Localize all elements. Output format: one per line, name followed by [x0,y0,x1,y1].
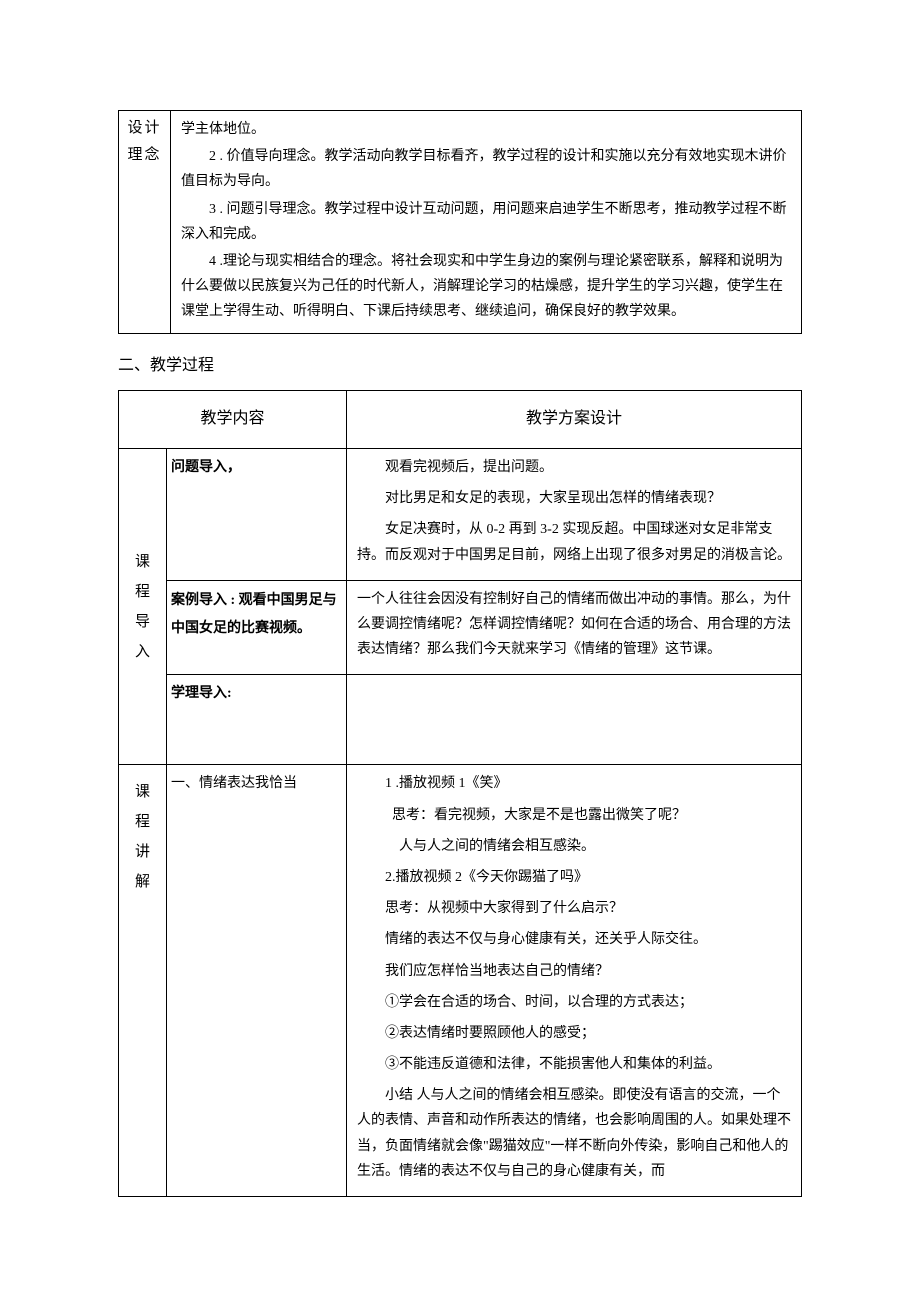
design-concept-label: 设计理念 [127,120,161,163]
content-line: 观看完视频后，提出问题。 [357,455,791,480]
label-char: 课 [123,547,162,577]
content-line: 我们应怎样恰当地表达自己的情绪？ [357,959,791,984]
content-line: 人与人之间的情绪会相互感染。 [357,834,791,859]
design-paragraph: 3 . 问题引导理念。教学过程中设计互动问题，用问题来启迪学生不断思考，推动教学… [181,197,791,247]
course-intro-label-cell: 课 程 导 入 [119,449,167,765]
label-char: 入 [123,637,162,667]
content-line: 情绪的表达不仅与身心健康有关，还关乎人际交往。 [357,927,791,952]
intro-row1-content: 观看完视频后，提出问题。 对比男足和女足的表现，大家呈现出怎样的情绪表现？ 女足… [347,449,802,581]
table-header-left: 教学内容 [119,391,347,449]
label-char: 程 [123,577,162,607]
intro-row2-content: 一个人往往会因没有控制好自己的情绪而做出冲动的事情。那么，为什么要调控情绪呢？怎… [347,580,802,675]
design-concept-content-cell: 学主体地位。 2 . 价值导向理念。教学活动向教学目标看齐，教学过程的设计和实施… [171,111,802,334]
intro-row2-label: 案例导入 : 观看中国男足与中国女足的比赛视频。 [167,580,347,675]
content-line: ③不能违反道德和法律，不能损害他人和集体的利益。 [357,1052,791,1077]
section-heading: 二、教学过程 [118,352,802,381]
intro-row3-label: 学理导入: [167,675,347,765]
intro-row1-label: 问题导入， [167,449,347,581]
label-char: 讲 [123,837,162,867]
label-char: 导 [123,607,162,637]
design-concept-table: 设计理念 学主体地位。 2 . 价值导向理念。教学活动向教学目标看齐，教学过程的… [118,110,802,334]
content-line: 小结 人与人之间的情绪会相互感染。即使没有语言的交流，一个人的表情、声音和动作所… [357,1083,791,1184]
lecture-row1-content: 1 .播放视频 1《笑》 思考：看完视频，大家是不是也露出微笑了呢？ 人与人之间… [347,765,802,1197]
content-line: ②表达情绪时要照顾他人的感受； [357,1021,791,1046]
design-paragraph: 2 . 价值导向理念。教学活动向教学目标看齐，教学过程的设计和实施以充分有效地实… [181,144,791,194]
content-line: 女足决赛时，从 0-2 再到 3-2 实现反超。中国球迷对女足非常支持。而反观对… [357,517,791,567]
content-line: 2.播放视频 2《今天你踢猫了吗》 [357,865,791,890]
teaching-process-table: 教学内容 教学方案设计 课 程 导 入 问题导入， 观看完视频后，提出问题。 对… [118,390,802,1197]
label-char: 课 [123,777,162,807]
design-concept-label-cell: 设计理念 [119,111,171,334]
intro-row3-content [347,675,802,765]
content-line: 1 .播放视频 1《笑》 [357,771,791,796]
content-line: 一个人往往会因没有控制好自己的情绪而做出冲动的事情。那么，为什么要调控情绪呢？怎… [357,587,791,663]
label-char: 程 [123,807,162,837]
design-paragraph: 学主体地位。 [181,117,791,142]
design-paragraph: 4 .理论与现实相结合的理念。将社会现实和中学生身边的案例与理论紧密联系，解释和… [181,249,791,325]
table-header-right: 教学方案设计 [347,391,802,449]
content-line: 思考：从视频中大家得到了什么启示？ [357,896,791,921]
content-line: 对比男足和女足的表现，大家呈现出怎样的情绪表现？ [357,486,791,511]
label-char: 解 [123,867,162,897]
lecture-row1-label: 一、情绪表达我恰当 [167,765,347,1197]
course-lecture-label-cell: 课 程 讲 解 [119,765,167,1197]
content-line: 思考：看完视频，大家是不是也露出微笑了呢？ [357,803,791,828]
content-line: ①学会在合适的场合、时间，以合理的方式表达； [357,990,791,1015]
